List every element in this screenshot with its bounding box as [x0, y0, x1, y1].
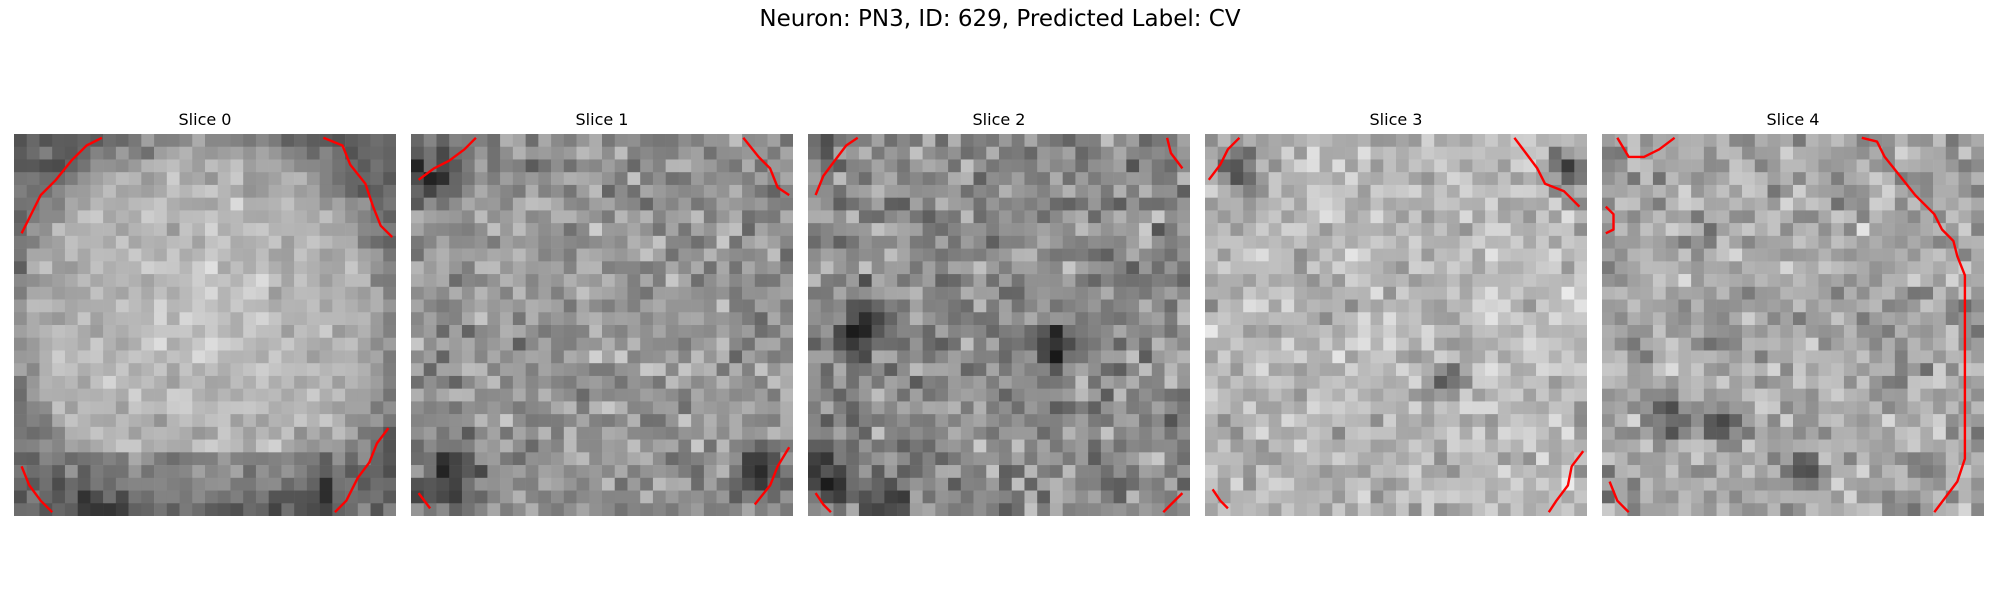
slice-panel-4: Slice 4 — [1602, 108, 1984, 516]
contour-line — [1165, 137, 1184, 170]
contour-line — [20, 136, 103, 234]
pixel-grid — [14, 134, 396, 516]
slice-panel-1: Slice 1 — [411, 108, 793, 516]
contour-line — [1207, 136, 1241, 181]
slice-panel-3: Slice 3 — [1205, 108, 1587, 516]
contour-line — [1513, 137, 1581, 208]
contour-line — [814, 492, 832, 514]
pixel-grid — [808, 134, 1190, 516]
slice-title: Slice 2 — [972, 110, 1026, 129]
contour-line — [742, 137, 790, 197]
figure-title: Neuron: PN3, ID: 629, Predicted Label: C… — [759, 6, 1241, 32]
contour-line — [1861, 136, 1967, 513]
slice-image — [411, 134, 793, 516]
contour-line — [1608, 481, 1630, 514]
slice-title: Slice 0 — [178, 110, 232, 129]
contour-line — [1616, 136, 1676, 159]
slice-panel-0: Slice 0 — [14, 108, 396, 516]
slice-title: Slice 3 — [1369, 110, 1423, 129]
contour-line — [417, 492, 432, 510]
slice-image — [14, 134, 396, 516]
slice-image — [808, 134, 1190, 516]
contour-line — [814, 136, 859, 196]
pixel-grid — [1205, 134, 1587, 516]
slice-title: Slice 4 — [1766, 110, 1820, 129]
contour-line — [322, 136, 394, 238]
contour-line — [1211, 488, 1229, 510]
slice-title: Slice 1 — [575, 110, 629, 129]
contour-line — [1162, 492, 1184, 514]
pixel-grid — [1602, 134, 1984, 516]
contour-line — [417, 136, 477, 181]
slice-image — [1205, 134, 1587, 516]
contour-line — [334, 427, 390, 514]
contour-line — [1547, 450, 1585, 513]
contour-line — [1604, 205, 1615, 235]
contour-line — [20, 465, 54, 514]
contour-line — [753, 446, 791, 506]
pixel-grid — [411, 134, 793, 516]
slice-image — [1602, 134, 1984, 516]
slice-panel-2: Slice 2 — [808, 108, 1190, 516]
